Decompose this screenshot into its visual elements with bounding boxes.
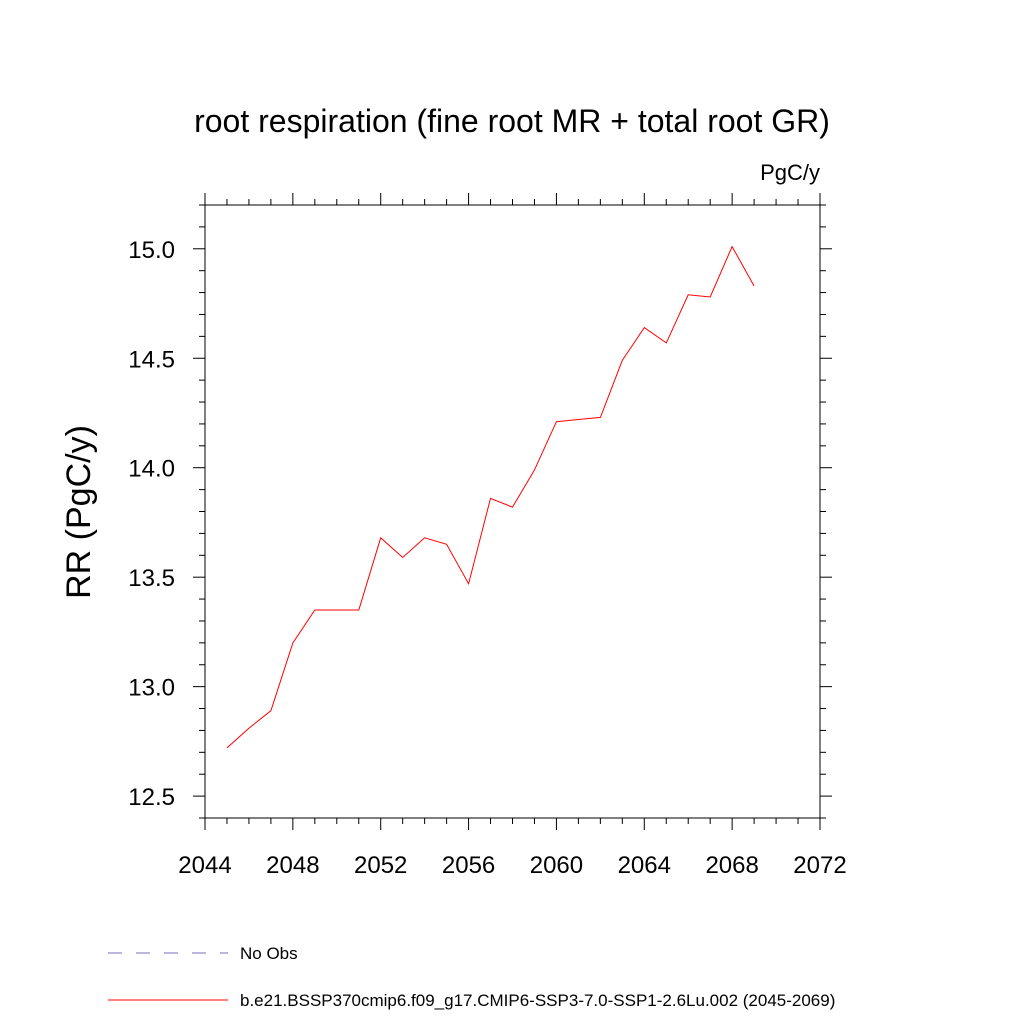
y-tick-label: 14.0 bbox=[128, 456, 175, 483]
series-layer bbox=[226, 245, 755, 749]
x-tick-label: 2052 bbox=[354, 852, 407, 879]
x-tick-label: 2064 bbox=[618, 852, 671, 879]
x-tick-label: 2068 bbox=[705, 852, 758, 879]
y-axis-label: RR (PgC/y) bbox=[60, 425, 98, 599]
x-tick-label: 2056 bbox=[442, 852, 495, 879]
chart-title: root respiration (fine root MR + total r… bbox=[194, 103, 830, 139]
x-tick-label: 2060 bbox=[530, 852, 583, 879]
units-label: PgC/y bbox=[760, 160, 820, 185]
legend-label-no-obs: No Obs bbox=[240, 944, 298, 963]
y-tick-label: 14.5 bbox=[128, 346, 175, 373]
x-tick-labels: 2044 2048 2052 2056 2060 2064 2068 2072 bbox=[178, 852, 846, 879]
x-tick-label: 2044 bbox=[178, 852, 231, 879]
y-tick-label: 13.0 bbox=[128, 675, 175, 702]
axis-ticks bbox=[193, 193, 832, 830]
plot-frame bbox=[204, 204, 821, 819]
y-tick-label: 12.5 bbox=[128, 784, 175, 811]
legend: No Obs b.e21.BSSP370cmip6.f09_g17.CMIP6-… bbox=[108, 944, 835, 1010]
legend-label-model: b.e21.BSSP370cmip6.f09_g17.CMIP6-SSP3-7.… bbox=[240, 991, 835, 1010]
y-tick-label: 15.0 bbox=[128, 237, 175, 264]
series-line bbox=[226, 245, 755, 749]
x-tick-label: 2072 bbox=[793, 852, 846, 879]
y-tick-labels: 12.5 13.0 13.5 14.0 14.5 15.0 bbox=[128, 237, 175, 811]
y-tick-label: 13.5 bbox=[128, 565, 175, 592]
x-tick-label: 2048 bbox=[266, 852, 319, 879]
